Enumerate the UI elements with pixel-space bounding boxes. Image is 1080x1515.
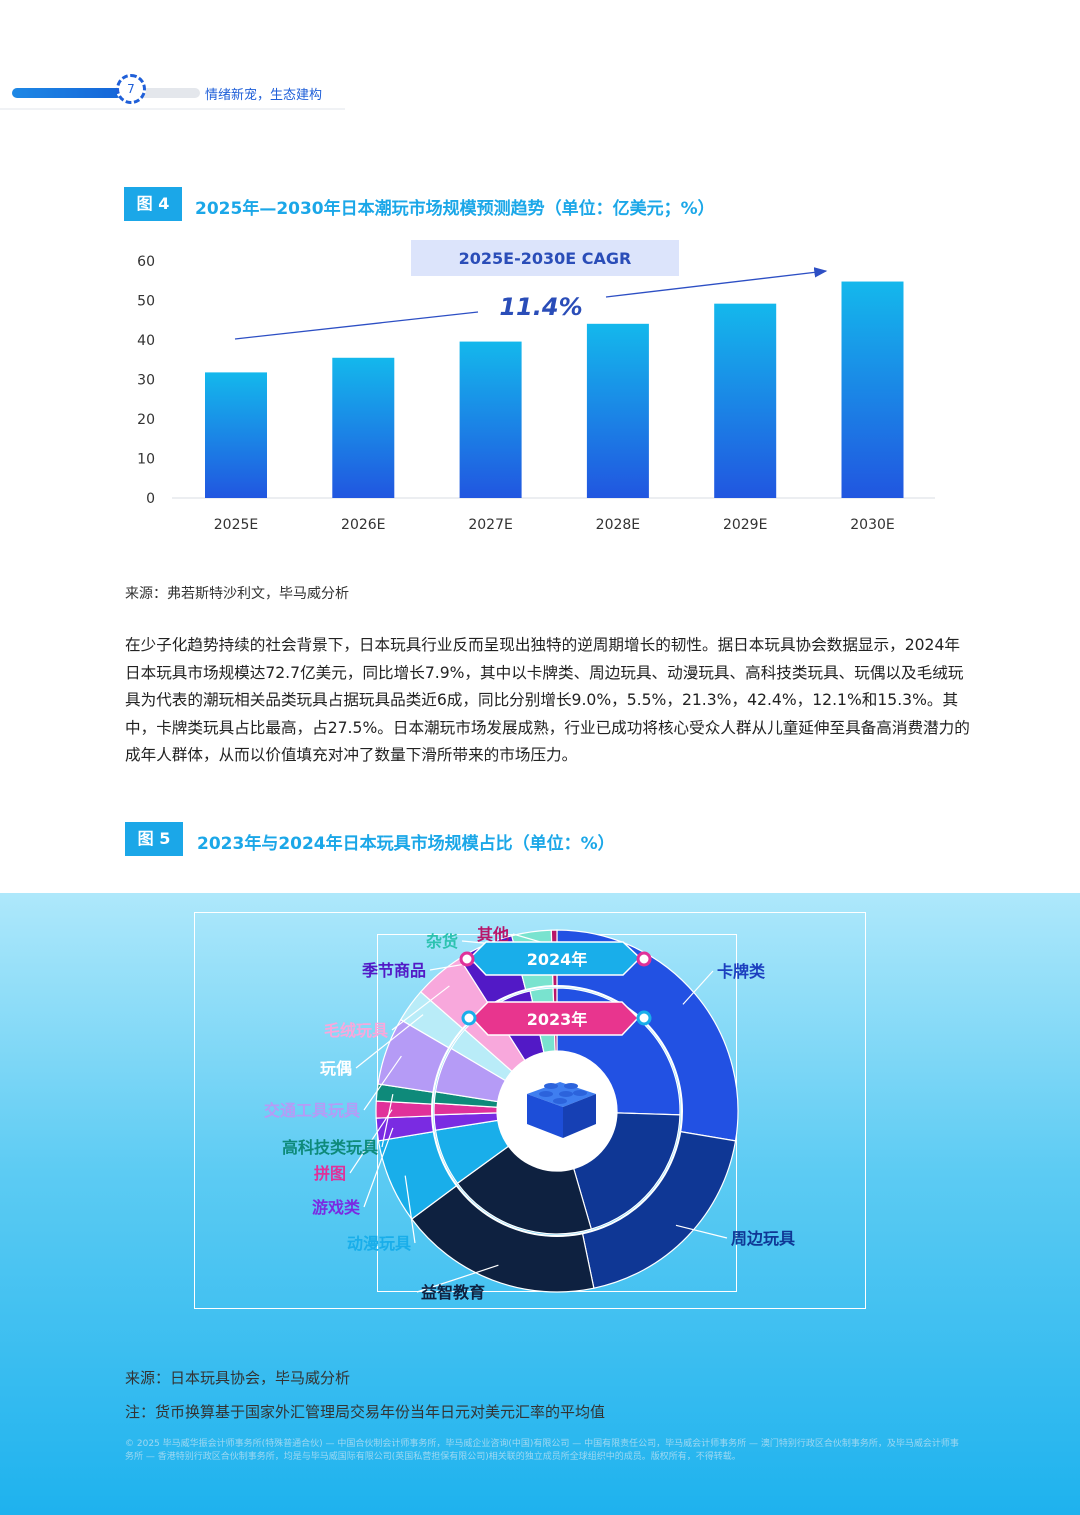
x-tick-label: 2025E (214, 517, 258, 533)
bar-chart: 0 10 20 30 40 50 60 2025E 2026E 2027E 2028E 2029E 2… (137, 240, 935, 533)
trend-line-left (234, 311, 479, 340)
figure5-tag: 图 5 (125, 822, 183, 856)
slice-label-季节商品: 季节商品 (361, 961, 426, 980)
y-tick-label: 50 (137, 294, 155, 310)
slice-label-其他: 其他 (477, 925, 509, 944)
slice-label-交通工具玩具: 交通工具玩具 (264, 1101, 360, 1120)
slice-label-高科技类玩具: 高科技类玩具 (282, 1138, 378, 1157)
x-tick-label: 2029E (723, 517, 767, 533)
y-tick-label: 10 (137, 452, 155, 468)
slice-label-拼图: 拼图 (314, 1164, 346, 1183)
bar-2025E (205, 372, 267, 498)
figure4-source: 来源：弗若斯特沙利文，毕马威分析 (125, 586, 349, 602)
body-paragraph: 在少子化趋势持续的社会背景下，日本玩具行业反而呈现出独特的逆周期增长的韧性。据日… (125, 636, 970, 764)
y-tick-label: 30 (137, 373, 155, 389)
slice-label-毛绒玩具: 毛绒玩具 (324, 1021, 388, 1040)
chart-frame-outer (194, 912, 866, 1309)
slice-label-玩偶: 玩偶 (320, 1059, 352, 1078)
bar-2030E (841, 281, 904, 498)
x-tick-label: 2027E (468, 517, 512, 533)
x-tick-label: 2028E (596, 517, 640, 533)
figure4-title: 2025年—2030年日本潮玩市场规模预测趋势（单位：亿美元；%） (195, 199, 715, 219)
header-divider (0, 108, 345, 110)
header-title: 情绪新宠，生态建构 (205, 88, 323, 103)
slice-label-卡牌类: 卡牌类 (717, 962, 766, 981)
leader-line (416, 1264, 499, 1293)
copyright-disclaimer: © 2025 毕马威华振会计师事务所(特殊普通合伙) — 中国合伙制会计师事务所… (125, 1439, 959, 1462)
leader-line (363, 1055, 402, 1111)
trend-arrow (605, 267, 828, 298)
x-tick-label: 2030E (850, 517, 894, 533)
y-tick-label: 60 (137, 254, 155, 270)
figure5-source: 来源：日本玩具协会，毕马威分析 (125, 1369, 351, 1387)
ring-label-2023-text: 2023年 (527, 1010, 588, 1029)
leader-line (675, 1224, 728, 1239)
figure4-tag: 图 4 (124, 187, 182, 221)
y-tick-label: 20 (137, 412, 155, 428)
leader-line (363, 1127, 394, 1208)
leader-line (404, 1175, 416, 1244)
leader-line (682, 970, 714, 1005)
leader-line (391, 985, 450, 1031)
ring-label-2024-text: 2024年 (527, 950, 588, 969)
slice-label-游戏类: 游戏类 (312, 1198, 361, 1217)
leader-line (381, 1093, 394, 1148)
bar-2028E (586, 323, 649, 498)
ring-separator (431, 985, 683, 1237)
y-tick-label: 40 (137, 333, 155, 349)
bar-2029E (714, 303, 777, 498)
cagr-label: 2025E-2030E CAGR (459, 249, 632, 268)
page-number-badge: 7 (116, 74, 146, 104)
slice-label-益智教育: 益智教育 (421, 1283, 485, 1302)
ring-label-2023: 2023年 (461, 1001, 652, 1036)
lego-brick-icon (527, 1082, 596, 1138)
cagr-value: 11.4% (499, 293, 582, 321)
bar-2027E (459, 341, 522, 498)
figure5-note: 注：货币换算基于国家外汇管理局交易年份当年日元对美元汇率的平均值 (125, 1403, 606, 1421)
ring-label-2024: 2024年 (459, 941, 652, 976)
slice-label-周边玩具: 周边玩具 (731, 1229, 795, 1248)
bar-2026E (332, 357, 395, 498)
leader-line (355, 1014, 424, 1069)
leader-line (349, 1109, 393, 1174)
slice-label-动漫玩具: 动漫玩具 (347, 1234, 411, 1253)
cagr-label-box (411, 240, 679, 276)
progress-fill (12, 88, 122, 98)
x-tick-label: 2026E (341, 517, 385, 533)
slice-label-杂货: 杂货 (426, 932, 458, 951)
y-tick-label: 0 (146, 491, 155, 507)
figure5-title: 2023年与2024年日本玩具市场规模占比（单位：%） (197, 834, 615, 854)
